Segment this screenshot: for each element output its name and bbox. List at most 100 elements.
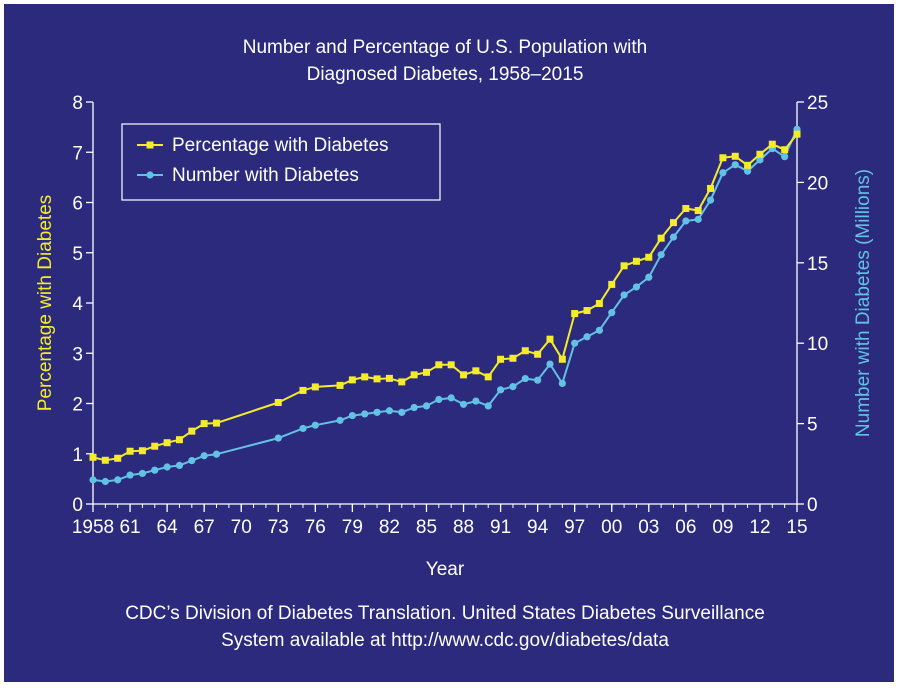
left-y-tick-label: 5 [72,244,83,265]
number-data-point [756,156,764,164]
number-data-point [348,411,356,420]
percentage-data-point [645,253,653,261]
percentage-data-point [373,375,381,383]
percentage-data-point [163,439,171,447]
percentage-data-point [348,376,356,384]
legend-box [121,123,441,201]
percentage-data-point [188,427,196,435]
percentage-data-point [707,184,715,192]
number-data-point [373,408,381,416]
percentage-data-point [719,154,727,162]
percentage-data-point [299,386,307,394]
x-tick-label: 97 [564,517,585,538]
x-tick-label: 61 [119,517,140,538]
percentage-data-point [435,361,443,369]
x-tick-label: 09 [712,517,733,538]
number-data-point [546,360,554,368]
x-tick-label: 67 [194,517,215,538]
percentage-data-point [101,456,109,464]
percentage-data-point [657,234,665,242]
percentage-data-point [744,161,752,169]
percentage-data-point [175,436,183,444]
number-data-point [484,402,492,410]
right-y-tick-label: 0 [807,495,818,516]
number-data-point [509,383,517,391]
legend-number-marker [146,171,154,179]
x-tick-label: 82 [379,517,400,538]
right-y-tick-label: 5 [807,415,818,436]
number-data-point [669,233,678,241]
percentage-data-point [361,373,369,381]
number-data-point [114,476,122,484]
percentage-series-line [92,133,798,462]
number-data-point [398,408,406,416]
axes [86,101,804,512]
percentage-data-point [460,371,468,379]
left-y-tick-label: 1 [72,445,83,466]
number-data-point [706,196,715,204]
number-data-point [410,403,418,412]
right-y-tick-label: 25 [807,93,828,114]
percentage-data-point [756,150,764,158]
number-data-point [731,161,739,169]
x-tick-label: 73 [268,517,289,538]
number-data-point [299,424,307,433]
x-tick-label: 15 [786,517,807,538]
percentage-data-point [534,350,542,358]
number-data-point [583,333,591,341]
percentage-data-point [497,355,505,363]
number-data-point [558,379,566,387]
percentage-data-point [398,378,406,386]
x-axis-label: Year [426,559,465,580]
percentage-data-point [682,205,690,213]
number-data-point [212,450,221,458]
x-tick-label: 06 [675,517,696,538]
number-data-point [645,273,653,281]
number-data-point [447,394,455,402]
number-data-point [595,326,603,334]
x-tick-label: 85 [416,517,437,538]
number-data-point [175,461,184,470]
percentage-data-point [274,398,282,406]
number-series-line [92,128,798,483]
footer-line-1: CDC’s Division of Diabetes Translation. … [125,603,765,624]
percentage-data-point [694,207,702,215]
x-tick-label: 1958 [72,517,114,538]
series-layer [89,125,801,486]
percentage-data-point [385,374,393,382]
number-data-point [89,476,97,484]
x-tick-label: 76 [305,517,326,538]
x-tick-label: 70 [231,517,252,538]
legend-number-label: Number with Diabetes [172,165,359,186]
percentage-data-point [558,355,566,363]
number-data-point [336,416,344,424]
percentage-data-point [422,368,430,376]
number-data-point [188,456,196,465]
x-tick-label: 00 [601,517,622,538]
right-y-tick-label: 15 [807,254,828,275]
right-y-tick-label: 20 [807,173,828,194]
number-data-point [571,339,579,347]
number-data-point [151,466,159,474]
left-y-tick-label: 6 [72,194,83,215]
percentage-series [89,130,801,464]
number-data-point [311,421,319,429]
left-y-tick-label: 0 [72,495,83,516]
percentage-data-point [200,420,208,428]
footer-line-2: System available at http://www.cdc.gov/d… [221,630,669,651]
percentage-data-point [669,219,677,227]
number-data-point [101,477,109,486]
percentage-data-point [484,373,492,381]
percentage-data-point [620,262,628,270]
number-data-point [138,469,147,478]
y-axis-label-left: Percentage with Diabetes [35,195,56,412]
x-tick-label: 94 [527,517,549,538]
percentage-data-point [89,453,97,461]
percentage-data-point [410,371,418,379]
number-data-point [435,395,443,404]
chart-background [4,4,894,682]
x-tick-label: 64 [157,517,179,538]
percentage-data-point [595,300,603,308]
